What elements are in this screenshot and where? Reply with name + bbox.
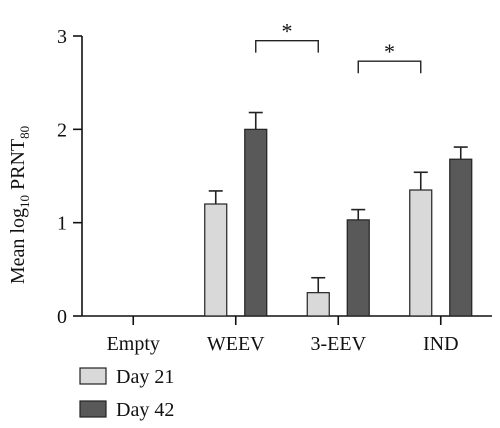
legend-item: Day 21 bbox=[79, 366, 174, 388]
y-axis-label-mid: PRNT bbox=[7, 139, 29, 195]
y-tick-label: 2 bbox=[57, 119, 67, 141]
legend: Day 21 Day 42 bbox=[79, 366, 174, 421]
y-tick-label: 1 bbox=[57, 213, 67, 235]
x-tick-label: WEEV bbox=[207, 333, 265, 355]
bar bbox=[204, 203, 228, 317]
significance-bracket: * bbox=[255, 19, 319, 53]
bar bbox=[409, 189, 433, 317]
x-tick-label: Empty bbox=[107, 333, 160, 355]
y-axis-label: Mean log10 PRNT80 bbox=[7, 126, 32, 284]
plot-area: 0 1 2 3 Empty WEEV 3-EEV IND * * bbox=[57, 19, 492, 355]
y-axis-label-main: Mean log bbox=[7, 208, 29, 284]
significance-label: * bbox=[384, 39, 395, 64]
bar bbox=[449, 158, 473, 317]
legend-label: Day 21 bbox=[116, 366, 174, 388]
significance-bracket: * bbox=[357, 39, 422, 74]
x-tick-label: 3-EEV bbox=[310, 333, 366, 355]
x-tick-label: IND bbox=[423, 333, 459, 355]
legend-label: Day 42 bbox=[116, 399, 174, 421]
bar bbox=[306, 292, 330, 317]
y-axis-label-sub1: 10 bbox=[17, 195, 32, 208]
significance-label: * bbox=[282, 19, 293, 44]
bar bbox=[244, 128, 268, 317]
y-tick-label: 3 bbox=[57, 26, 67, 48]
y-axis-label-sub2: 80 bbox=[17, 126, 32, 139]
bar bbox=[346, 219, 370, 317]
y-tick-label: 0 bbox=[57, 306, 67, 328]
legend-swatch bbox=[79, 400, 107, 418]
legend-swatch bbox=[79, 367, 107, 385]
legend-item: Day 42 bbox=[79, 399, 174, 421]
